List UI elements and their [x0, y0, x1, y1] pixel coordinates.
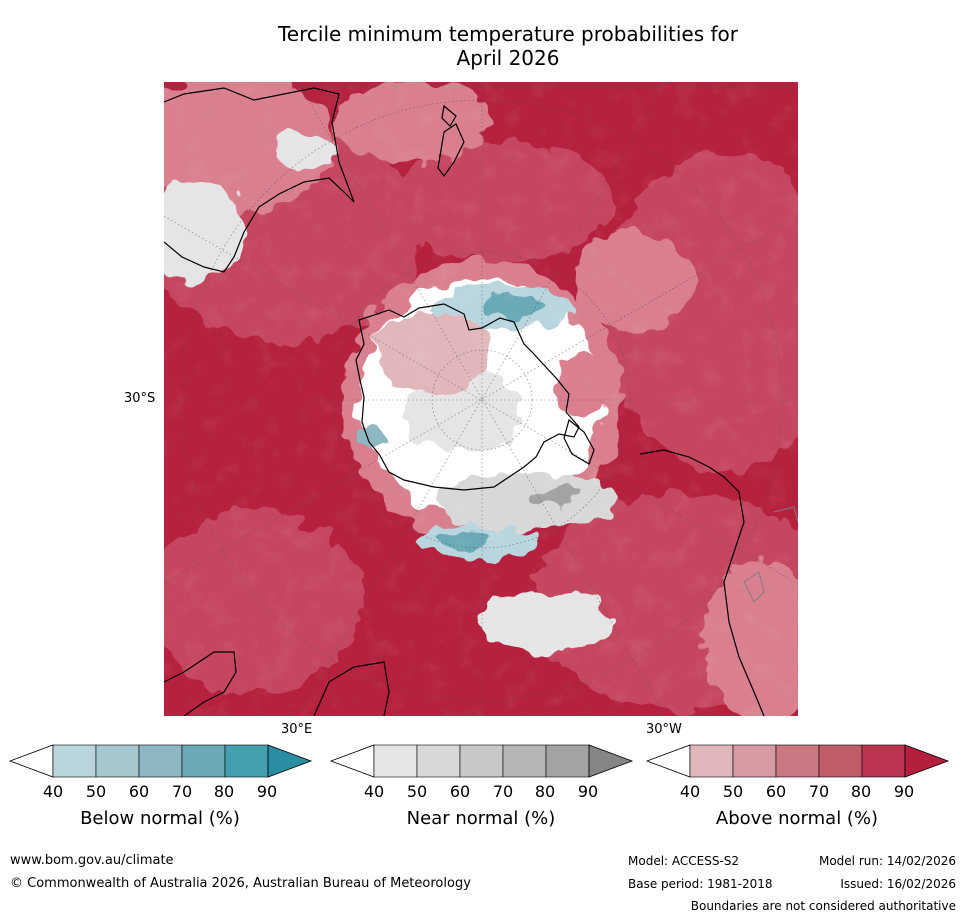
coastlines: [164, 87, 765, 716]
colorbar-tick: 70: [808, 782, 830, 801]
model-name: Model: ACCESS-S2: [628, 854, 740, 868]
colorbar-tick: 70: [492, 782, 514, 801]
colorbar-segment: [138, 744, 183, 778]
colorbar-tick: 50: [85, 782, 107, 801]
above-normal-label: Above normal (%): [715, 808, 879, 829]
colorbar-low-extension: [8, 744, 54, 778]
below-normal-label: Below normal (%): [80, 808, 240, 829]
colorbar-segment: [181, 744, 226, 778]
lakes: [743, 506, 798, 603]
graticule: [164, 82, 798, 716]
colorbar-segment: [732, 744, 777, 778]
colorbar-segment: [95, 744, 140, 778]
colorbar-low-extension: [329, 744, 375, 778]
base-period: Base period: 1981-2018: [628, 877, 773, 891]
colorbar-high-extension: [267, 744, 313, 778]
colorbar-segment: [689, 744, 734, 778]
below-normal-colorbar: 40 50 60 70 80 90 Below normal (%): [8, 744, 313, 834]
near-normal-colorbar-svg: [329, 744, 634, 778]
colorbar-segment: [224, 744, 269, 778]
colorbar-low-extension: [645, 744, 691, 778]
colorbar-segment: [545, 744, 590, 778]
colorbar-tick: 50: [722, 782, 744, 801]
map-svg: [164, 82, 798, 716]
model-run-date: Model run: 14/02/2026: [818, 854, 956, 868]
colorbar-segment: [775, 744, 820, 778]
colorbar-tick: 60: [128, 782, 150, 801]
colorbar-high-extension: [588, 744, 634, 778]
near-normal-colorbar: 40 50 60 70 80 90 Near normal (%): [329, 744, 634, 834]
colorbar-tick: 40: [679, 782, 701, 801]
colorbar-tick: 60: [765, 782, 787, 801]
website-link[interactable]: www.bom.gov.au/climate: [10, 853, 174, 868]
colorbar-segment: [52, 744, 97, 778]
colorbar-tick: 60: [449, 782, 471, 801]
colorbar-tick: 50: [406, 782, 428, 801]
colorbar-tick: 80: [850, 782, 872, 801]
above-normal-colorbar-svg: [645, 744, 950, 778]
map-title: Tercile minimum temperature probabilitie…: [160, 22, 856, 70]
near-normal-label: Near normal (%): [406, 808, 556, 829]
latitude-label: 30°S: [124, 391, 156, 406]
issued-date: Issued: 16/02/2026: [840, 877, 956, 891]
longitude-label-west: 30°W: [646, 722, 682, 737]
colorbar-segment: [373, 744, 418, 778]
colorbar-tick: 80: [213, 782, 235, 801]
colorbar-high-extension: [904, 744, 950, 778]
below-normal-colorbar-svg: [8, 744, 313, 778]
colorbar-segment: [459, 744, 504, 778]
colorbar-tick: 80: [534, 782, 556, 801]
above-normal-colorbar: 40 50 60 70 80 90 Above normal (%): [645, 744, 950, 834]
colorbar-tick: 90: [256, 782, 278, 801]
colorbar-tick: 40: [42, 782, 64, 801]
copyright-notice: © Commonwealth of Australia 2026, Austra…: [10, 876, 471, 891]
probability-map[interactable]: [164, 82, 798, 716]
boundary-disclaimer: Boundaries are not considered authoritat…: [690, 899, 956, 913]
colorbar-tick: 90: [893, 782, 915, 801]
colorbar-segment: [502, 744, 547, 778]
colorbar-tick: 40: [363, 782, 385, 801]
colorbar-segment: [416, 744, 461, 778]
title-line-2: April 2026: [456, 46, 560, 70]
colorbar-tick: 90: [577, 782, 599, 801]
colorbar-segment: [818, 744, 863, 778]
longitude-label-east: 30°E: [281, 722, 313, 737]
colorbar-tick: 70: [171, 782, 193, 801]
colorbar-segment: [861, 744, 906, 778]
title-line-1: Tercile minimum temperature probabilitie…: [277, 22, 739, 46]
